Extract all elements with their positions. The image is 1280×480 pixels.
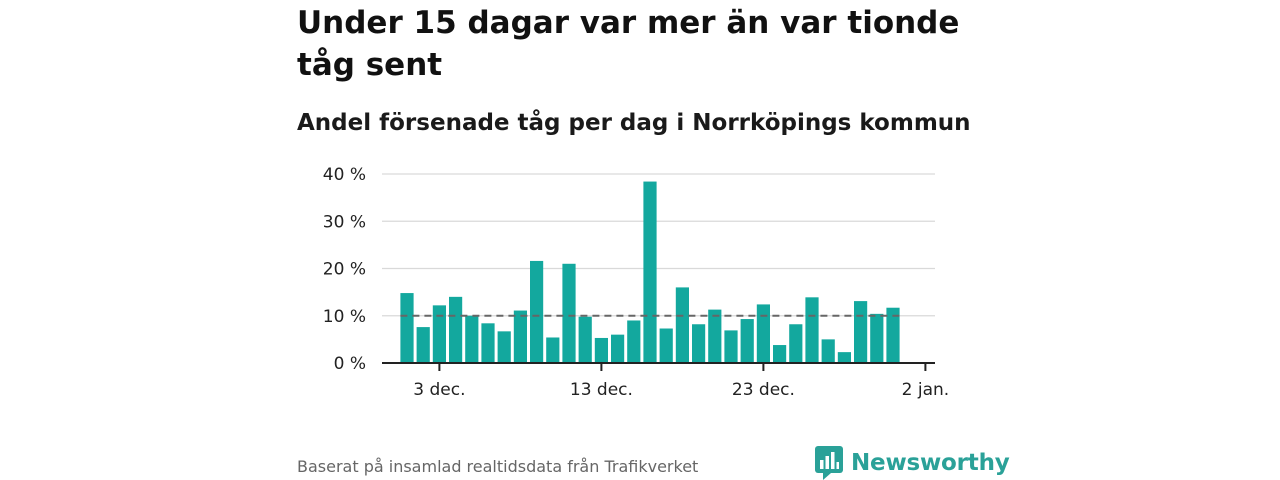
- y-tick-label: 10 %: [323, 307, 366, 327]
- bar: [870, 313, 884, 363]
- x-tick-label: 13 dec.: [570, 380, 633, 400]
- bar: [449, 296, 463, 363]
- bar: [627, 320, 641, 363]
- bar: [432, 305, 446, 363]
- bar: [724, 330, 738, 363]
- y-tick-label: 40 %: [323, 165, 366, 185]
- y-tick-label: 20 %: [323, 260, 366, 280]
- bar: [708, 309, 722, 363]
- x-tick-label: 23 dec.: [732, 380, 795, 400]
- brand-logo: Newsworthy: [815, 446, 1010, 480]
- bar: [530, 260, 544, 363]
- x-tick-label: 2 jan.: [902, 380, 950, 400]
- bar: [562, 263, 576, 363]
- chart-title: Under 15 dagar var mer än var tionde tåg…: [297, 5, 960, 83]
- x-tick-label: 3 dec.: [413, 380, 465, 400]
- data-source-note: Baserat på insamlad realtidsdata från Tr…: [297, 457, 699, 476]
- axes: 0 % 10 % 20 % 30 % 40 % 3 dec. 13 dec. 23 dec. 2…: [323, 165, 949, 400]
- brand-name: Newsworthy: [851, 450, 1010, 476]
- bar: [692, 324, 706, 363]
- newsworthy-logo-icon: [815, 446, 843, 480]
- bar: [465, 315, 479, 363]
- bar: [854, 301, 868, 363]
- y-tick-label: 30 %: [323, 212, 366, 232]
- bar: [400, 293, 414, 363]
- grid-lines: [382, 173, 935, 317]
- bars: [400, 181, 900, 363]
- bar: [513, 310, 527, 363]
- bar: [416, 327, 430, 363]
- bar: [675, 287, 689, 363]
- bar: [886, 307, 900, 363]
- bar: [789, 324, 803, 363]
- bar: [837, 352, 851, 363]
- bar: [594, 337, 608, 363]
- bar: [497, 331, 511, 363]
- bar: [805, 297, 819, 363]
- bar: [643, 181, 657, 363]
- bar: [773, 345, 787, 363]
- chart-subtitle: Andel försenade tåg per dag i Norrköping…: [297, 110, 971, 136]
- bar: [659, 328, 673, 363]
- bar: [611, 334, 625, 363]
- bar: [756, 304, 770, 363]
- bar: [481, 323, 495, 363]
- bar: [578, 316, 592, 363]
- bar: [740, 319, 754, 363]
- bar: [821, 339, 835, 363]
- bar: [546, 337, 560, 363]
- y-tick-label: 0 %: [334, 354, 366, 374]
